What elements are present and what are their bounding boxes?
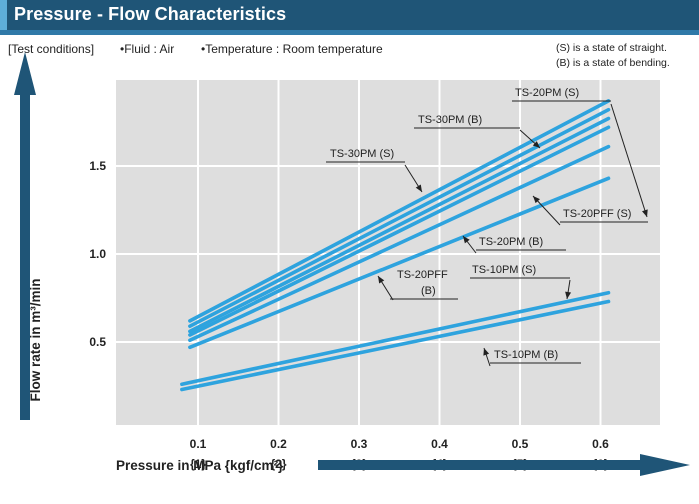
x-axis-arrow bbox=[318, 454, 690, 476]
x-tick-label: 0.6 bbox=[592, 437, 609, 451]
series-line bbox=[188, 176, 611, 350]
note-bending: (B) is a state of bending. bbox=[556, 57, 670, 69]
series-line bbox=[188, 99, 611, 323]
callout-label: TS-30PM (B) bbox=[418, 114, 482, 126]
callouts: TS-20PM (S) TS-30PM (B) TS-30PM (S) TS-20PF… bbox=[326, 87, 648, 367]
x-tick-label: 0.2 bbox=[270, 437, 287, 451]
note-straight: (S) is a state of straight. bbox=[556, 42, 667, 54]
callout-leader bbox=[610, 103, 648, 218]
x-tick-label: 0.4 bbox=[431, 437, 448, 451]
series-line bbox=[180, 290, 611, 387]
callout-arrowhead bbox=[463, 236, 470, 244]
y-axis-arrow bbox=[14, 52, 36, 420]
series-line bbox=[188, 144, 611, 343]
callout-label: TS-20PM (B) bbox=[479, 236, 543, 248]
series-line bbox=[188, 125, 611, 337]
title-bar-background bbox=[0, 0, 699, 30]
callout-label: TS-20PFF (S) bbox=[563, 208, 631, 220]
y-tick-label: 1.5 bbox=[89, 159, 106, 173]
series-lines bbox=[180, 99, 611, 392]
callout: TS-10PM (B) bbox=[483, 347, 581, 367]
callout-label-line2: (B) bbox=[421, 285, 436, 297]
callout-arrowhead bbox=[415, 184, 422, 192]
callout-arrowhead bbox=[642, 209, 648, 217]
series-line bbox=[180, 299, 611, 392]
callout-label: TS-20PM (S) bbox=[515, 87, 579, 99]
callout: TS-20PFF (S) bbox=[532, 195, 648, 226]
callout-arrowhead bbox=[533, 196, 540, 204]
y-axis-label: Flow rate in m³/min bbox=[28, 278, 43, 401]
series-line bbox=[188, 116, 611, 334]
y-tick-label: 0.5 bbox=[89, 335, 106, 349]
callout-arrowhead bbox=[483, 348, 490, 356]
test-condition-temperature: •Temperature : Room temperature bbox=[201, 42, 383, 56]
callout: TS-20PM (S) bbox=[512, 87, 648, 218]
x-tick-label: 0.3 bbox=[351, 437, 368, 451]
callout-label: TS-10PM (S) bbox=[472, 264, 536, 276]
callout-label: TS-30PM (S) bbox=[330, 148, 394, 160]
test-condition-fluid: •Fluid : Air bbox=[120, 42, 175, 56]
callout-arrowhead bbox=[532, 141, 540, 148]
callout: TS-30PM (S) bbox=[326, 148, 423, 193]
callout-arrowhead bbox=[565, 291, 572, 299]
y-tick-label: 1.0 bbox=[89, 247, 106, 261]
x-tick-label: 0.5 bbox=[512, 437, 529, 451]
test-conditions-label: [Test conditions] bbox=[8, 42, 95, 56]
callout: TS-10PM (S) bbox=[470, 264, 572, 300]
x-axis-label: Pressure in MPa {kgf/cm²} bbox=[116, 458, 284, 473]
title-bar-accent bbox=[0, 0, 7, 30]
x-tick-sublabel: {1} bbox=[190, 457, 206, 471]
x-tick-sublabel: {2} bbox=[270, 457, 286, 471]
title-bar-underline bbox=[0, 30, 699, 35]
callout: TS-20PFF (B) bbox=[377, 269, 458, 301]
x-tick-label: 0.1 bbox=[190, 437, 207, 451]
callout-label: TS-20PFF bbox=[397, 269, 448, 281]
title-bar: Pressure - Flow Characteristics bbox=[0, 0, 699, 36]
callout-label: TS-10PM (B) bbox=[494, 349, 558, 361]
callout: TS-30PM (B) bbox=[414, 114, 541, 149]
page-title: Pressure - Flow Characteristics bbox=[14, 4, 287, 24]
callout-arrowhead bbox=[378, 276, 385, 284]
callout: TS-20PM (B) bbox=[462, 235, 566, 254]
